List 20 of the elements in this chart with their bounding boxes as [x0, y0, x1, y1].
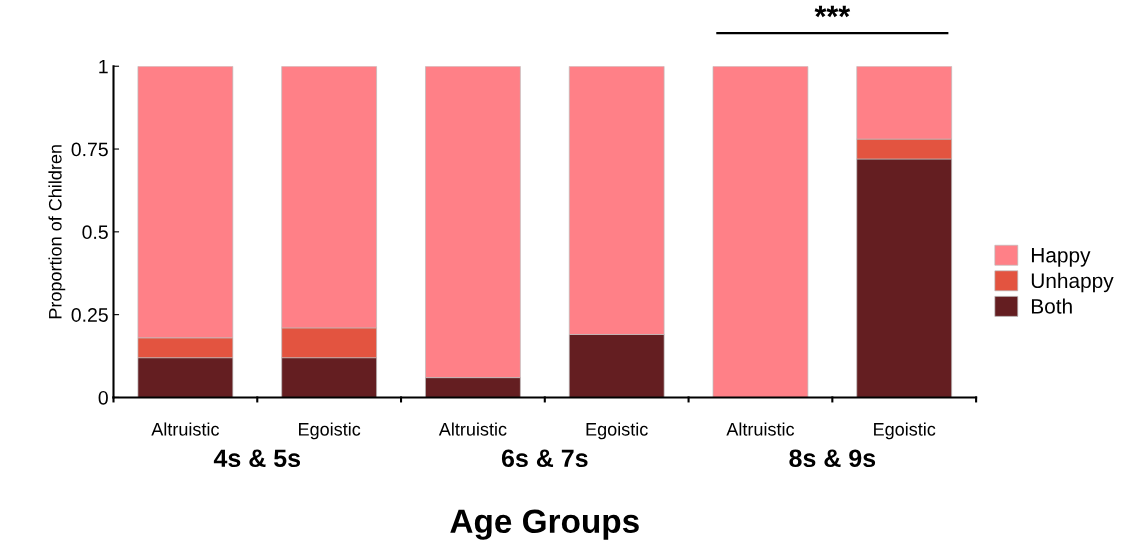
x-tick-label: Egoistic — [874, 422, 936, 440]
y-tick-label: 0.25 — [71, 308, 108, 322]
legend-label: Both — [1031, 298, 1072, 314]
y-tick-label: 1 — [99, 59, 108, 74]
x-axis-title: Age Groups — [450, 509, 639, 540]
y-tick-label: 0.75 — [71, 142, 108, 157]
text: 6s & 7s — [501, 449, 588, 468]
text: *** — [814, 5, 851, 18]
text: 4s & 5s — [213, 449, 301, 468]
legend-label: Unhappy — [1031, 272, 1114, 293]
y-tick-label: 0 — [98, 390, 108, 405]
x-tick-label: Egoistic — [299, 422, 361, 440]
y-tick-label: 0.5 — [82, 225, 108, 240]
x-tick-label: Altruistic — [438, 422, 507, 436]
x-tick-label: Altruistic — [726, 422, 795, 436]
text: 8s & 9s — [789, 449, 876, 468]
x-tick-label: Egoistic — [586, 422, 648, 440]
legend-label: Happy — [1031, 247, 1091, 267]
x-tick-label: Altruistic — [151, 422, 220, 436]
y-axis-title: Proportion of Children — [48, 145, 66, 319]
